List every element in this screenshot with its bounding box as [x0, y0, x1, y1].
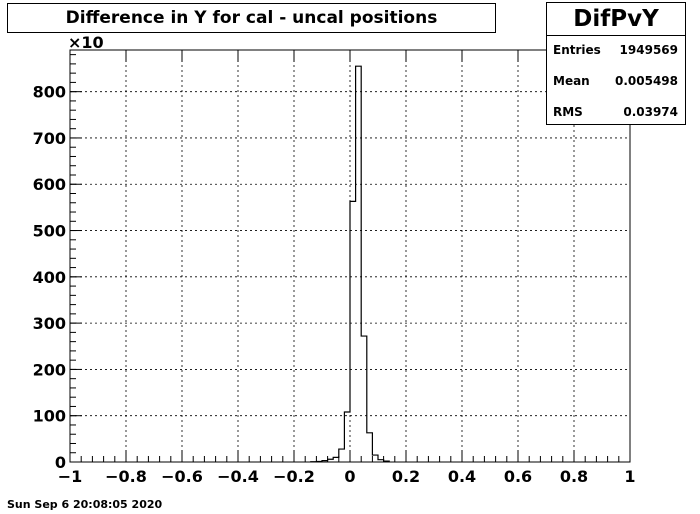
histogram-bin: [367, 433, 373, 462]
chart-title: Difference in Y for cal - uncal position…: [7, 3, 496, 33]
histogram-name: DifPvY: [547, 3, 685, 36]
y-tick-label: 300: [33, 314, 66, 333]
axis-ticks: [69, 50, 631, 463]
axis-tick-labels: −1 −0.8 −0.6 −0.4 −0.2 0 0.2 0.4 0.6 0.8 1 0 100 200 3…: [33, 83, 636, 486]
histogram-bars: [310, 65, 390, 463]
y-tick-label: 800: [33, 83, 66, 102]
histogram-bin: [350, 201, 356, 462]
histogram-bin: [339, 449, 345, 462]
y-tick-label: 400: [33, 268, 66, 287]
y-tick-label: 0: [55, 453, 66, 472]
stats-row-mean: Mean 0.005498: [553, 74, 678, 88]
x-tick-label: 0.2: [392, 467, 420, 486]
x-tick-label: 0.4: [448, 467, 476, 486]
stats-box: DifPvY Entries 1949569 Mean 0.005498 RMS…: [546, 2, 686, 125]
x-tick-label: −0.2: [273, 467, 315, 486]
stats-row-entries: Entries 1949569: [553, 43, 678, 57]
y-tick-label: 500: [33, 222, 66, 241]
histogram-bin: [372, 455, 378, 462]
y-tick-label: 200: [33, 360, 66, 379]
timestamp: Sun Sep 6 20:08:05 2020: [7, 498, 163, 511]
stats-label-mean: Mean: [553, 74, 590, 88]
stats-label-entries: Entries: [553, 43, 601, 57]
x-tick-label: −0.6: [161, 467, 203, 486]
x-tick-label: 1: [624, 467, 635, 486]
x-tick-label: −1: [58, 467, 83, 486]
x-tick-label: 0.8: [560, 467, 588, 486]
x-tick-label: −0.8: [105, 467, 147, 486]
x-tick-label: 0: [344, 467, 355, 486]
histogram-bin: [333, 457, 339, 462]
x-tick-label: −0.4: [217, 467, 259, 486]
y-tick-label: 700: [33, 129, 66, 148]
histogram-bin: [356, 66, 362, 462]
stats-value-mean: 0.005498: [614, 74, 678, 88]
x-tick-label: 0.6: [504, 467, 532, 486]
y-tick-label: 600: [33, 175, 66, 194]
histogram-bin: [344, 412, 350, 462]
stats-label-rms: RMS: [553, 105, 583, 119]
stats-value-rms: 0.03974: [623, 105, 678, 119]
histogram-bin: [361, 336, 367, 462]
histogram-outline: [310, 65, 390, 463]
y-tick-label: 100: [33, 407, 66, 426]
chart-title-text: Difference in Y for cal - uncal position…: [65, 8, 438, 28]
y-axis-multiplier: ×10: [68, 33, 104, 52]
stats-value-entries: 1949569: [619, 43, 678, 57]
stats-row-rms: RMS 0.03974: [553, 105, 678, 119]
